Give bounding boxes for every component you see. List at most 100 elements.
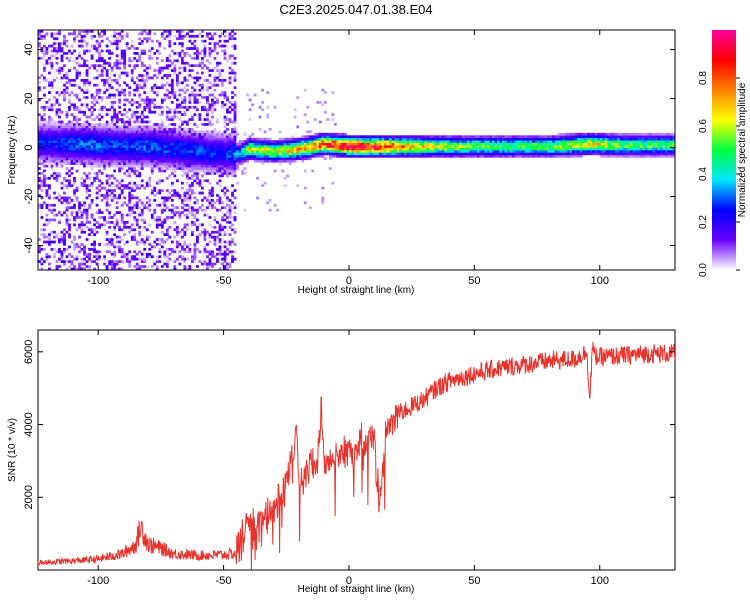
spectrogram-cell: [426, 140, 430, 143]
spectrogram-cell: [361, 142, 365, 146]
spectrogram-cell: [168, 42, 172, 45]
spectrogram-cell: [203, 96, 207, 99]
spectrogram-cell: [168, 123, 172, 126]
spectrogram-cell: [80, 142, 84, 146]
spectrogram-cell: [213, 238, 217, 241]
spectrogram-cell: [105, 265, 109, 268]
spectrogram-cell: [158, 218, 162, 222]
spectrogram-cell: [359, 140, 362, 143]
spectrogram-cell: [198, 150, 202, 153]
spectrogram-cell: [326, 135, 330, 139]
spectrogram-cell: [479, 152, 483, 156]
spectrogram-cell: [374, 137, 377, 141]
spectrogram-cell: [75, 61, 79, 65]
spectrogram-cell: [542, 140, 545, 143]
spectrogram-cell: [83, 39, 86, 43]
spectrogram-cell: [216, 135, 219, 139]
spectrogram-cell: [73, 206, 76, 210]
spectrogram-cell: [547, 150, 550, 153]
spectrogram-cell: [544, 140, 548, 143]
spectrogram-cell: [321, 186, 325, 190]
spectrogram-cell: [190, 127, 194, 131]
spectrogram-cell: [158, 179, 162, 183]
spectrogram-cell: [135, 196, 139, 200]
spectrogram-cell: [180, 169, 184, 173]
spectrogram-cell: [93, 118, 96, 121]
spectrogram-cell: [298, 152, 302, 156]
spectrogram-cell: [281, 154, 285, 158]
spectrogram-cell: [501, 150, 505, 153]
spectrogram-cell: [208, 142, 212, 146]
spectrogram-cell: [58, 221, 61, 224]
spectrogram-cell: [226, 216, 229, 219]
spectrogram-cell: [233, 189, 237, 192]
spectrogram-cell: [173, 150, 177, 153]
spectrogram-cell: [517, 142, 520, 146]
spectrogram-cell: [115, 47, 119, 50]
spectrogram-cell: [203, 142, 207, 146]
spectrogram-cell: [221, 162, 224, 165]
spectrogram-cell: [218, 208, 222, 212]
spectrogram-cell: [386, 147, 390, 151]
spectrogram-cell: [115, 240, 119, 244]
spectrogram-cell: [140, 157, 144, 161]
spectrogram-cell: [60, 255, 64, 259]
spectrogram-cell: [246, 93, 249, 97]
spectrogram-cell: [163, 154, 167, 158]
spectrogram-cell: [216, 169, 219, 173]
spectrogram-cell: [155, 257, 159, 261]
spectrogram-cell: [135, 140, 139, 143]
spectrogram-cell: [190, 221, 194, 224]
spectrogram-cell: [118, 159, 122, 163]
spectrogram-cell: [549, 137, 553, 141]
spectrogram-cell: [293, 154, 297, 158]
spectrogram-cell: [103, 59, 107, 63]
spectrogram-cell: [128, 59, 132, 63]
spectrogram-cell: [504, 140, 508, 143]
spectrogram-cell: [68, 147, 71, 151]
spectrogram-cell: [75, 169, 79, 173]
spectrogram-cell: [351, 142, 355, 146]
spectrogram-cell: [534, 154, 538, 158]
spectrogram-cell: [58, 32, 61, 36]
spectrogram-cell: [135, 243, 139, 246]
spectrogram-cell: [128, 196, 132, 200]
spectrogram-cell: [108, 52, 112, 55]
spectrogram-cell: [213, 78, 217, 82]
spectrogram-cell: [203, 162, 207, 165]
spectrogram-cell: [58, 172, 61, 175]
spectrogram-cell: [180, 211, 184, 214]
spectrogram-cell: [291, 140, 295, 143]
spectrogram-cell: [321, 154, 325, 158]
spectrogram-cell: [78, 206, 81, 210]
spectrogram-cell: [356, 147, 360, 151]
spectrogram-cell: [376, 154, 380, 158]
spectrogram-cell: [108, 216, 112, 219]
spectrogram-cell: [268, 154, 272, 158]
spectrogram-cell: [100, 142, 104, 146]
spectrogram-cell: [163, 198, 167, 202]
spectrogram-cell: [125, 137, 129, 141]
spectrogram-cell: [88, 157, 91, 161]
spectrogram-cell: [73, 93, 76, 97]
spectrogram-cell: [88, 30, 91, 33]
spectrogram-cell: [459, 135, 463, 139]
spectrogram-cell: [100, 181, 104, 185]
spectrogram-cell: [88, 127, 91, 131]
spectrogram-cell: [203, 154, 207, 158]
spectrogram-cell: [100, 186, 104, 190]
spectrogram-cell: [221, 169, 224, 173]
spectrogram-cell: [256, 147, 259, 151]
spectrogram-cell: [564, 150, 568, 153]
spectrogram-cell: [263, 181, 267, 185]
spectrogram-cell: [293, 152, 297, 156]
spectrogram-cell: [318, 101, 322, 104]
spectrogram-cell: [83, 142, 86, 146]
spectrogram-cell: [263, 152, 267, 156]
spectrogram-cell: [221, 154, 224, 158]
spectrogram-cell: [208, 42, 212, 45]
spectrogram-cell: [123, 184, 127, 188]
spectrogram-cell: [231, 61, 234, 65]
spectrogram-cell: [266, 157, 270, 161]
spectrogram-cell: [43, 152, 46, 156]
